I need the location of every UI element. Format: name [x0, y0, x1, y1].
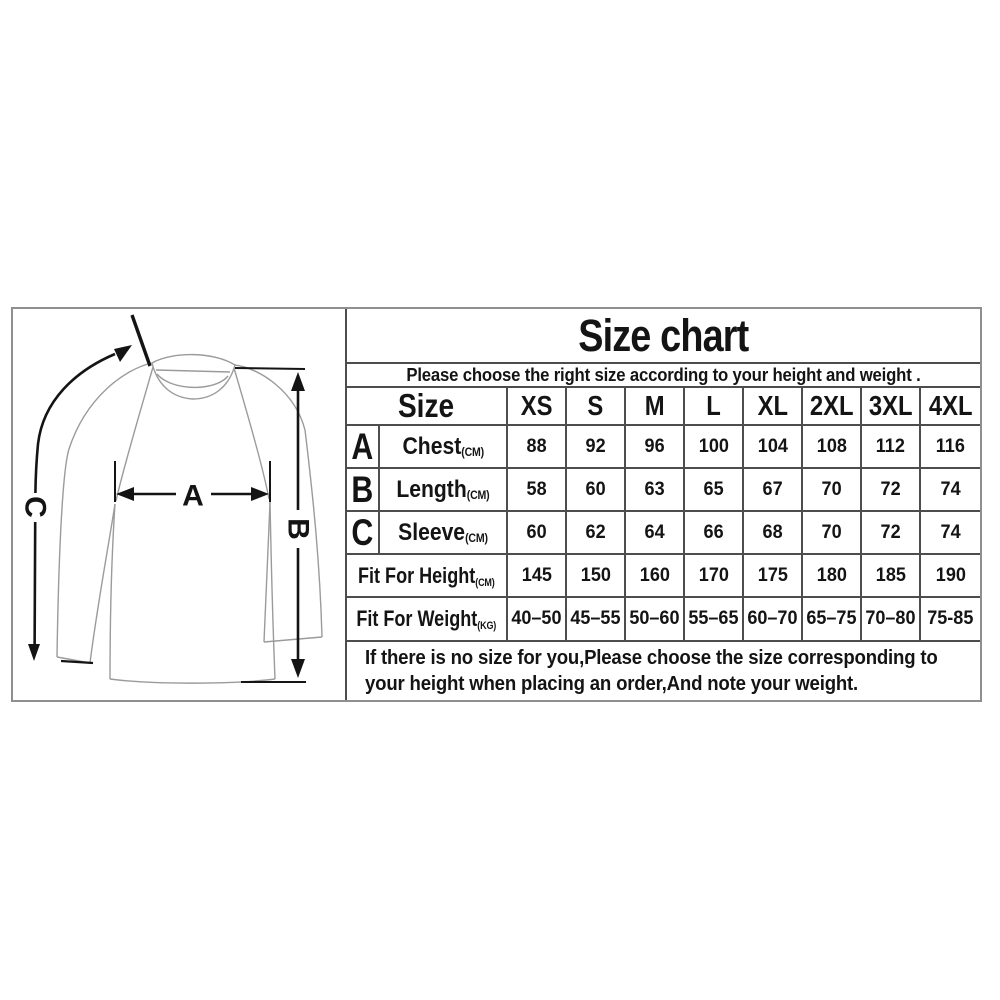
col-header-m: M	[626, 388, 685, 426]
length-arrow	[234, 367, 306, 683]
unit-cm: (CM)	[475, 576, 495, 589]
size-table: Size chart Please choose the right size …	[345, 309, 980, 700]
height-xs: 145	[508, 555, 567, 598]
chest-xl: 104	[744, 426, 803, 469]
sleeve-4xl: 74	[921, 512, 980, 555]
height-2xl: 180	[803, 555, 862, 598]
diagram-label-a: A	[182, 480, 204, 513]
col-header-3xl: 3XL	[862, 388, 921, 426]
height-xl: 175	[744, 555, 803, 598]
height-m: 160	[626, 555, 685, 598]
length-xl: 67	[744, 469, 803, 512]
sleeve-l: 66	[685, 512, 744, 555]
col-header-2xl: 2XL	[803, 388, 862, 426]
col-header-l: L	[685, 388, 744, 426]
unit-kg: (KG)	[477, 620, 497, 632]
length-s: 60	[567, 469, 626, 512]
unit-cm: (CM)	[465, 530, 488, 545]
length-xs: 58	[508, 469, 567, 512]
length-3xl: 72	[862, 469, 921, 512]
sleeve-2xl: 70	[803, 512, 862, 555]
chest-s: 92	[567, 426, 626, 469]
weight-s: 45–55	[567, 598, 626, 642]
height-4xl: 190	[921, 555, 980, 598]
col-header-xs: XS	[508, 388, 567, 426]
col-header-xl: XL	[744, 388, 803, 426]
sleeve-xl: 68	[744, 512, 803, 555]
col-header-4xl: 4XL	[921, 388, 980, 426]
shirt-outline	[56, 362, 323, 684]
chest-arrow	[114, 461, 271, 502]
size-chart-subtitle: Please choose the right size according t…	[347, 364, 980, 388]
collar-pointer-line	[130, 314, 152, 367]
chest-m: 96	[626, 426, 685, 469]
row-letter-a: A	[347, 426, 380, 469]
sleeve-s: 62	[567, 512, 626, 555]
measure-annotations	[28, 314, 306, 683]
height-l: 170	[685, 555, 744, 598]
chest-3xl: 112	[862, 426, 921, 469]
shirt-diagram: A B C	[19, 314, 323, 684]
row-letter-b: B	[347, 469, 380, 512]
length-2xl: 70	[803, 469, 862, 512]
size-note-line1: If there is no size for you,Please choos…	[365, 647, 938, 669]
weight-3xl: 70–80	[862, 598, 921, 642]
content-box: A B C Size chart Please choose the right…	[11, 307, 982, 702]
corner-header-size: Size	[347, 387, 508, 426]
collar	[151, 353, 236, 400]
row-letter-c: C	[347, 512, 380, 555]
size-chart-title: Size chart	[347, 309, 980, 364]
unit-cm: (CM)	[466, 487, 490, 502]
height-3xl: 185	[862, 555, 921, 598]
weight-xs: 40–50	[508, 598, 567, 642]
row-label-fit-weight: Fit For Weight(KG)	[347, 598, 508, 642]
row-label-fit-height: Fit For Height(CM)	[347, 555, 508, 598]
chest-l: 100	[685, 426, 744, 469]
size-note-line2: your height when placing an order,And no…	[365, 673, 859, 695]
row-label-length: Length(CM)	[380, 469, 508, 512]
height-s: 150	[567, 555, 626, 598]
length-4xl: 74	[921, 469, 980, 512]
chest-2xl: 108	[803, 426, 862, 469]
weight-xl: 60–70	[744, 598, 803, 642]
length-l: 65	[685, 469, 744, 512]
sleeve-m: 64	[626, 512, 685, 555]
col-header-s: S	[567, 388, 626, 426]
length-m: 63	[626, 469, 685, 512]
weight-4xl: 75-85	[921, 598, 980, 642]
row-label-chest: Chest(CM)	[380, 426, 508, 469]
diagram-label-b: B	[282, 518, 315, 540]
weight-l: 55–65	[685, 598, 744, 642]
sleeve-3xl: 72	[862, 512, 921, 555]
size-note: If there is no size for you,Please choos…	[347, 642, 980, 700]
weight-2xl: 65–75	[803, 598, 862, 642]
sleeve-xs: 60	[508, 512, 567, 555]
weight-m: 50–60	[626, 598, 685, 642]
diagram-label-c: C	[19, 496, 52, 518]
chest-xs: 88	[508, 426, 567, 469]
sleeve-arrow	[28, 345, 132, 665]
unit-cm: (CM)	[460, 444, 484, 459]
chest-4xl: 116	[921, 426, 980, 469]
row-label-sleeve: Sleeve(CM)	[380, 512, 508, 555]
shirt-diagram-panel: A B C	[13, 309, 345, 700]
